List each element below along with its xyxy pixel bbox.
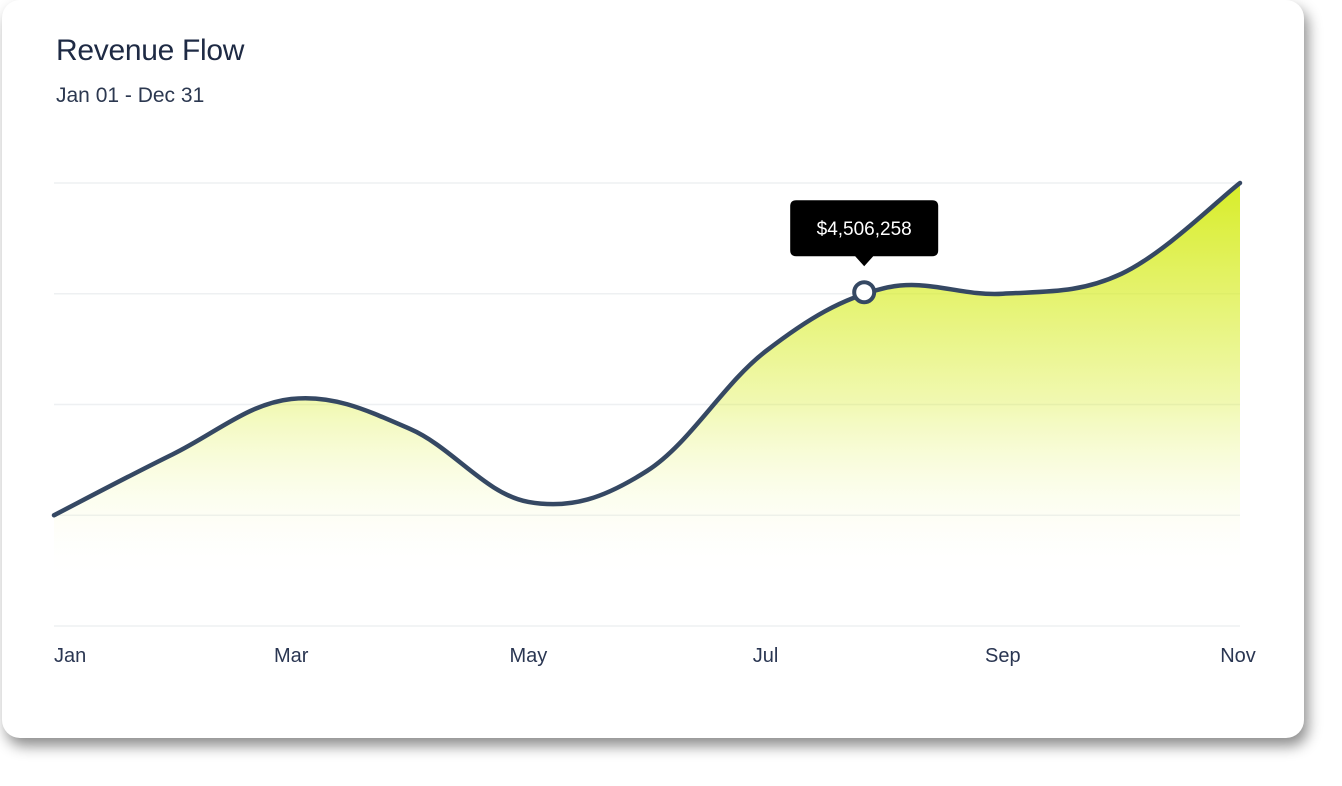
line-series bbox=[51, 180, 1243, 518]
x-tick-sep: Sep bbox=[985, 645, 1021, 667]
tooltip: $4,506,258 bbox=[790, 200, 939, 267]
area-fill bbox=[54, 183, 1240, 580]
x-axis: Jan Mar May Jul Sep Nov bbox=[54, 645, 1256, 667]
x-tick-nov: Nov bbox=[1220, 645, 1256, 667]
highlight-marker[interactable] bbox=[852, 280, 877, 305]
x-tick-may: May bbox=[510, 645, 548, 667]
x-tick-mar: Mar bbox=[274, 645, 309, 667]
date-range: Jan 01 - Dec 31 bbox=[56, 84, 205, 107]
tooltip-value: $4,506,258 bbox=[817, 219, 912, 240]
chart-title: Revenue Flow bbox=[56, 34, 245, 67]
series-line bbox=[51, 180, 1243, 518]
tooltip-background bbox=[790, 200, 939, 267]
x-tick-jul: Jul bbox=[753, 645, 779, 667]
area-series bbox=[54, 183, 1240, 580]
x-tick-jan: Jan bbox=[54, 645, 86, 667]
